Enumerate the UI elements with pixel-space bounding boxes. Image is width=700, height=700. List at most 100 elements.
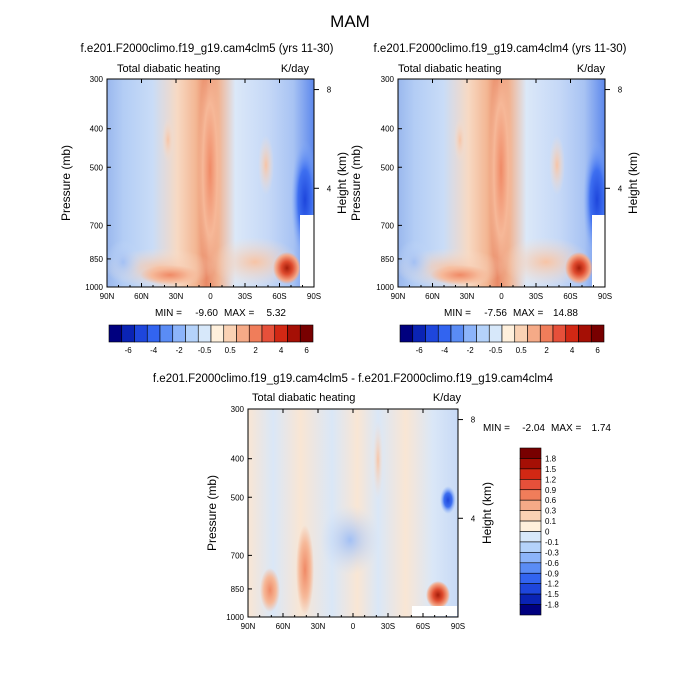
y-tick-label: 700 xyxy=(231,551,245,560)
colorbar-box xyxy=(185,324,199,343)
heatmap-field xyxy=(248,409,458,617)
panel-title: f.e201.F2000climo.f19_g19.cam4clm5 (yrs … xyxy=(81,43,334,55)
colorbar-box xyxy=(134,324,148,343)
units-label: K/day xyxy=(281,63,310,75)
left-string: Total diabatic heating xyxy=(398,63,501,75)
min-value: -9.60 xyxy=(195,308,218,319)
x-tick-label: 90N xyxy=(391,292,406,301)
colorbar-label: -0.5 xyxy=(489,346,503,355)
y-right-tick-label: 8 xyxy=(618,86,623,95)
colorbar-label: 1.8 xyxy=(545,454,557,463)
y-tick-label: 850 xyxy=(231,585,245,594)
colorbar-box xyxy=(210,324,225,343)
axes: 90N 60N 30N 0 30S 60S 90S 300 400 500 700 850 1000 8 4 xyxy=(376,75,623,301)
max-value: 1.74 xyxy=(592,423,612,434)
colorbar-box xyxy=(450,324,465,343)
colorbar-label: 0.5 xyxy=(516,346,528,355)
colorbar-box xyxy=(552,324,567,343)
x-tick-label: 60N xyxy=(425,292,440,301)
colorbar-box xyxy=(223,324,237,343)
colorbar-label: 4 xyxy=(279,346,284,355)
y-tick-label: 1000 xyxy=(226,613,244,622)
colorbar-box xyxy=(287,324,301,343)
x-tick-label: 30S xyxy=(529,292,543,301)
max-value: 14.88 xyxy=(553,308,578,319)
x-tick-label: 30N xyxy=(169,292,184,301)
colorbar-box xyxy=(146,324,161,343)
y-axis-label: Pressure (mb) xyxy=(59,145,73,221)
colorbar-box xyxy=(197,324,212,343)
colorbar-label: -4 xyxy=(150,346,158,355)
y-tick-label: 850 xyxy=(381,255,395,264)
colorbar-box xyxy=(299,324,314,343)
colorbar-label: 1.2 xyxy=(545,475,557,484)
y-tick-label: 300 xyxy=(381,75,395,84)
x-tick-label: 0 xyxy=(499,292,504,301)
max-label: MAX = xyxy=(551,423,581,434)
colorbar-label: -0.5 xyxy=(198,346,212,355)
colorbar-box xyxy=(236,324,250,343)
colorbar-left: -6 -4 -2 -0.5 0.5 2 4 6 xyxy=(108,324,314,355)
colorbar-box xyxy=(437,324,452,343)
colorbar-box xyxy=(519,572,542,584)
x-tick-label: 90S xyxy=(307,292,321,301)
max-value: 5.32 xyxy=(267,308,287,319)
y-tick-label: 700 xyxy=(381,221,395,230)
max-label: MAX = xyxy=(513,308,543,319)
y-axis-label: Pressure (mb) xyxy=(349,145,363,221)
colorbar-box xyxy=(519,552,542,564)
x-tick-label: 60S xyxy=(563,292,577,301)
colorbar-label: -2 xyxy=(176,346,184,355)
colorbar-label: -6 xyxy=(416,346,424,355)
x-tick-label: 30N xyxy=(460,292,475,301)
colorbar-box xyxy=(488,324,503,343)
x-tick-label: 60S xyxy=(416,622,430,631)
colorbar-label: 0.1 xyxy=(545,517,557,526)
colorbar-box xyxy=(519,541,542,553)
panel-title: f.e201.F2000climo.f19_g19.cam4clm5 - f.e… xyxy=(153,373,554,385)
y-tick-label: 400 xyxy=(90,125,104,134)
colorbar-label: 0 xyxy=(545,528,550,537)
colorbar-box xyxy=(519,520,542,532)
colorbar-label: 6 xyxy=(304,346,309,355)
colorbar-box xyxy=(261,324,276,343)
x-tick-label: 30S xyxy=(381,622,395,631)
colorbar-box xyxy=(476,324,490,343)
y-tick-label: 850 xyxy=(90,255,104,264)
x-tick-label: 60N xyxy=(276,622,291,631)
panel-left: f.e201.F2000climo.f19_g19.cam4clm5 (yrs … xyxy=(59,43,349,319)
min-label: MIN = xyxy=(483,423,510,434)
x-tick-label: 0 xyxy=(208,292,213,301)
colorbar-box xyxy=(159,324,174,343)
colorbar-label: 0.9 xyxy=(545,486,557,495)
colorbar-box xyxy=(539,324,554,343)
colorbar-box xyxy=(519,468,542,480)
min-label: MIN = xyxy=(444,308,471,319)
x-tick-label: 60S xyxy=(272,292,286,301)
x-tick-label: 90S xyxy=(451,622,465,631)
colorbar-box xyxy=(514,324,528,343)
colorbar-label: 0.6 xyxy=(545,496,557,505)
colorbar-box xyxy=(425,324,439,343)
colorbar-box xyxy=(527,324,541,343)
page-title: MAM xyxy=(330,12,370,31)
colorbar-box xyxy=(519,458,542,470)
heatmap-field xyxy=(107,79,314,287)
min-value: -2.04 xyxy=(522,423,545,434)
colorbar-label: -2 xyxy=(467,346,475,355)
colorbar-box xyxy=(519,531,542,543)
y-axis-label: Pressure (mb) xyxy=(205,475,219,551)
colorbar-label: 0.3 xyxy=(545,507,557,516)
y-axis-label-right: Height (km) xyxy=(626,152,640,214)
colorbar-box xyxy=(519,583,542,595)
min-value: -7.56 xyxy=(484,308,507,319)
stats-line: MIN = -2.04 MAX = 1.74 xyxy=(483,423,611,434)
colorbar-box xyxy=(519,510,542,522)
colorbar-box xyxy=(399,324,414,343)
y-right-tick-label: 4 xyxy=(618,184,623,193)
y-tick-label: 300 xyxy=(90,75,104,84)
colorbar-box xyxy=(274,324,288,343)
y-tick-label: 400 xyxy=(381,125,395,134)
axes: 90N 60N 30N 0 30S 60S 90S 300 400 500 700 850 1000 8 4 xyxy=(85,75,332,301)
